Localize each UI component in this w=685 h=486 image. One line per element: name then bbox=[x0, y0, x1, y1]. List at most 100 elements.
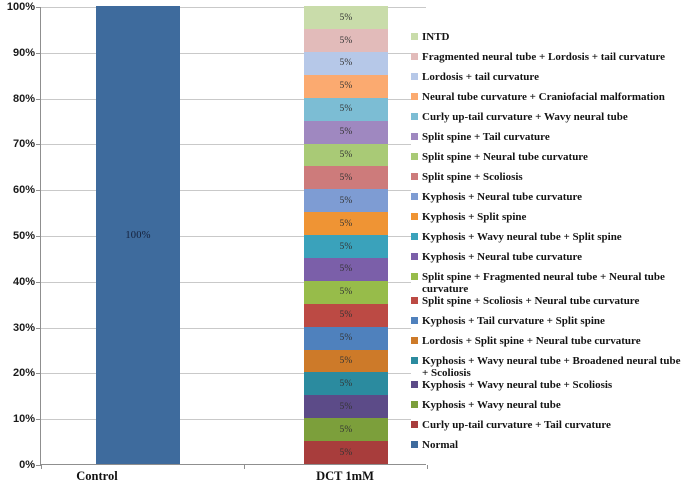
y-axis-label: 60% bbox=[12, 184, 35, 196]
legend-item: Curly up-tail curvature + Wavy neural tu… bbox=[411, 111, 683, 123]
gridline-20% bbox=[41, 373, 426, 374]
data-label: 100% bbox=[125, 229, 151, 241]
legend-swatch-icon bbox=[411, 33, 418, 40]
y-axis-tick bbox=[36, 282, 41, 283]
bar-segment: 5% bbox=[304, 349, 388, 373]
y-axis-tick bbox=[36, 373, 41, 374]
data-label: 5% bbox=[339, 378, 353, 389]
bar-segment: 5% bbox=[304, 166, 388, 190]
legend-swatch-icon bbox=[411, 133, 418, 140]
legend-swatch-icon bbox=[411, 381, 418, 388]
legend-item: Kyphosis + Wavy neural tube + Scoliosis bbox=[411, 379, 683, 391]
legend-label: Normal bbox=[422, 439, 459, 451]
legend-label: Fragmented neural tube + Lordosis + tail… bbox=[422, 51, 666, 63]
y-axis-label: 10% bbox=[12, 413, 35, 425]
legend-swatch-icon bbox=[411, 53, 418, 60]
y-axis-label: 30% bbox=[12, 322, 35, 334]
legend-label: Kyphosis + Wavy neural tube + Split spin… bbox=[422, 231, 622, 243]
y-axis-tick bbox=[36, 328, 41, 329]
legend-swatch-icon bbox=[411, 401, 418, 408]
y-axis-label: 80% bbox=[12, 93, 35, 105]
legend-swatch-icon bbox=[411, 357, 418, 364]
legend-item: Kyphosis + Wavy neural tube + Broadened … bbox=[411, 355, 683, 379]
legend-label: Split spine + Scoliosis bbox=[422, 171, 523, 183]
legend-label: Lordosis + Split spine + Neural tube cur… bbox=[422, 335, 641, 347]
legend-label: Split spine + Fragmented neural tube + N… bbox=[422, 271, 665, 295]
bar-segment: 5% bbox=[304, 97, 388, 121]
legend-swatch-icon bbox=[411, 73, 418, 80]
bar-segment: 100% bbox=[96, 6, 180, 464]
chart-legend: INTD Fragmented neural tube + Lordosis + … bbox=[411, 31, 683, 459]
y-axis-label: 90% bbox=[12, 47, 35, 59]
legend-swatch-icon bbox=[411, 233, 418, 240]
gridline-90% bbox=[41, 53, 426, 54]
legend-label: Split spine + Scoliosis + Neural tube cu… bbox=[422, 295, 640, 307]
bar-segment: 5% bbox=[304, 143, 388, 167]
data-label: 5% bbox=[339, 172, 353, 183]
y-axis-tick bbox=[36, 236, 41, 237]
legend-item: Kyphosis + Neural tube curvature bbox=[411, 191, 683, 203]
legend-swatch-icon bbox=[411, 113, 418, 120]
bar-segment: 5% bbox=[304, 395, 388, 419]
legend-swatch-icon bbox=[411, 421, 418, 428]
bar-segment: 5% bbox=[304, 257, 388, 281]
y-axis-label: 70% bbox=[12, 138, 35, 150]
bar-segment: 5% bbox=[304, 372, 388, 396]
legend-item: Normal bbox=[411, 439, 683, 451]
bar-segment: 5% bbox=[304, 29, 388, 52]
legend-item: Lordosis + Split spine + Neural tube cur… bbox=[411, 335, 683, 347]
legend-item: Split spine + Scoliosis + Neural tube cu… bbox=[411, 295, 683, 307]
bar-dct-1mm: 5% 5% 5% 5% 5% 5% 5% 5% 5% 5% 5% 5% 5% 5% 5% 5% 5% 5% 5% 5% bbox=[304, 6, 388, 464]
y-axis-tick bbox=[36, 144, 41, 145]
legend-item: Lordosis + tail curvature bbox=[411, 71, 683, 83]
data-label: 5% bbox=[339, 333, 353, 344]
data-label: 5% bbox=[339, 447, 353, 458]
legend-item: Split spine + Tail curvature bbox=[411, 131, 683, 143]
data-label: 5% bbox=[339, 424, 353, 435]
bar-segment: 5% bbox=[304, 51, 388, 75]
legend-item: Split spine + Scoliosis bbox=[411, 171, 683, 183]
gridline-40% bbox=[41, 282, 426, 283]
legend-item: Split spine + Neural tube curvature bbox=[411, 151, 683, 163]
legend-label: Kyphosis + Wavy neural tube + Broadened … bbox=[422, 355, 681, 379]
x-axis-label-dct-1mm: DCT 1mM bbox=[316, 469, 374, 483]
y-axis-label: 100% bbox=[6, 1, 35, 13]
legend-swatch-icon bbox=[411, 337, 418, 344]
y-axis-tick bbox=[36, 7, 41, 8]
legend-swatch-icon bbox=[411, 93, 418, 100]
legend-item: INTD bbox=[411, 31, 683, 43]
legend-swatch-icon bbox=[411, 441, 418, 448]
bar-segment: 5% bbox=[304, 418, 388, 442]
data-label: 5% bbox=[339, 149, 353, 160]
legend-swatch-icon bbox=[411, 173, 418, 180]
gridline-30% bbox=[41, 328, 426, 329]
data-label: 5% bbox=[339, 218, 353, 229]
y-axis-tick bbox=[36, 53, 41, 54]
bar-segment: 5% bbox=[304, 120, 388, 144]
data-label: 5% bbox=[339, 12, 353, 23]
legend-swatch-icon bbox=[411, 193, 418, 200]
legend-item: Kyphosis + Tail curvature + Split spine bbox=[411, 315, 683, 327]
legend-label: Kyphosis + Split spine bbox=[422, 211, 527, 223]
legend-item: Kyphosis + Wavy neural tube bbox=[411, 399, 683, 411]
legend-swatch-icon bbox=[411, 253, 418, 260]
legend-label: INTD bbox=[422, 31, 450, 43]
data-label: 5% bbox=[339, 401, 353, 412]
data-label: 5% bbox=[339, 195, 353, 206]
gridline-100% bbox=[41, 7, 426, 8]
legend-label: Kyphosis + Wavy neural tube bbox=[422, 399, 561, 411]
x-axis-tick bbox=[244, 465, 245, 469]
data-label: 5% bbox=[339, 241, 353, 252]
legend-label: Curly up-tail curvature + Tail curvature bbox=[422, 419, 611, 431]
x-axis-tick bbox=[427, 465, 428, 469]
legend-label: Kyphosis + Tail curvature + Split spine bbox=[422, 315, 605, 327]
legend-swatch-icon bbox=[411, 317, 418, 324]
legend-item: Curly up-tail curvature + Tail curvature bbox=[411, 419, 683, 431]
y-axis-tick bbox=[36, 99, 41, 100]
gridline-60% bbox=[41, 190, 426, 191]
y-axis-label: 0% bbox=[19, 459, 35, 471]
legend-label: Neural tube curvature + Craniofacial mal… bbox=[422, 91, 665, 103]
data-label: 5% bbox=[339, 35, 353, 46]
bar-segment: 5% bbox=[304, 303, 388, 327]
x-axis-tick bbox=[41, 465, 42, 469]
